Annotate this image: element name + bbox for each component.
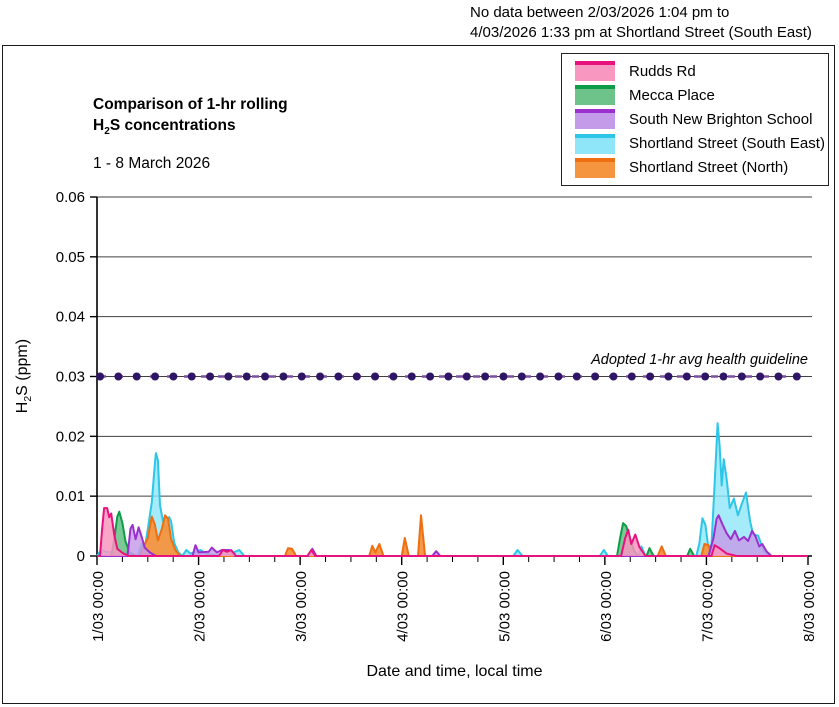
guideline-marker [224,372,233,381]
guideline-marker [719,372,728,381]
legend-label: Rudds Rd [629,62,696,80]
guideline-marker [499,372,508,381]
series-line [97,514,808,557]
y-tick-label: 0.06 [56,189,85,206]
guideline-marker [371,372,380,381]
guideline-marker [664,372,673,381]
guideline-marker [114,372,123,381]
guideline-marker [96,372,105,381]
guideline-marker [627,372,636,381]
guideline-marker [169,372,178,381]
guideline-marker [536,372,545,381]
guideline-marker [462,372,471,381]
guideline-marker [261,372,270,381]
guideline-marker [334,372,343,381]
no-data-note-line2: 4/03/2026 1:33 pm at Shortland Street (S… [470,24,812,41]
legend-label: Shortland Street (North) [629,159,789,177]
guideline-marker [444,372,453,381]
legend-item-shortland-se: Shortland Street (South East) [575,133,828,154]
y-tick-label: 0.01 [56,488,85,505]
guideline-marker [591,372,600,381]
guideline-marker [132,372,141,381]
legend-item-mecca-place: Mecca Place [575,85,828,106]
y-tick-label: 0.02 [56,428,85,445]
chart-subtitle: 1 - 8 March 2026 [93,155,211,173]
x-tick-label: 7/03 00:00 [699,571,716,642]
x-tick-label: 3/03 00:00 [293,571,310,642]
x-tick-label: 6/03 00:00 [598,571,615,642]
south-new-brighton-swatch [575,109,615,130]
guideline-marker [187,372,196,381]
legend-label: Mecca Place [629,86,715,104]
shortland-se-swatch [575,133,615,154]
guideline-marker [316,372,325,381]
guideline-marker [206,372,215,381]
series-area [97,508,808,556]
guideline-marker [609,372,618,381]
x-tick-label: 1/03 00:00 [90,571,107,642]
chart-title: Comparison of 1-hr rolling H2S concentra… [93,94,288,174]
guideline-marker [554,372,563,381]
no-data-note-line1: No data between 2/03/2026 1:04 pm to [470,4,730,21]
legend-label: Shortland Street (South East) [629,135,825,153]
legend-label: South New Brighton School [629,110,813,128]
mecca-place-swatch [575,85,615,106]
guideline-marker [352,372,361,381]
series-line [459,422,808,557]
legend-item-south-new-brighton: South New Brighton School [575,109,828,130]
guideline-marker [151,372,160,381]
legend-item-shortland-north: Shortland Street (North) [575,157,828,178]
x-tick-label: 4/03 00:00 [395,571,412,642]
y-tick-label: 0.03 [56,369,85,386]
guideline-marker [517,372,526,381]
guideline-marker [279,372,288,381]
guideline-marker [792,372,801,381]
y-tick-label: 0.04 [56,309,85,326]
legend-item-rudds-rd: Rudds Rd [575,61,828,82]
legend: Rudds Rd Mecca Place South New Brighton … [561,53,829,186]
rudds-rd-swatch [575,61,615,82]
no-data-note: No data between 2/03/2026 1:04 pm to 4/0… [470,3,812,43]
guideline-marker [297,372,306,381]
guideline-marker [682,372,691,381]
shortland-north-swatch [575,157,615,178]
series-area [97,515,808,556]
guideline-marker [572,372,581,381]
guideline-marker [389,372,398,381]
chart-title-line1: Comparison of 1-hr rolling [93,96,288,113]
guideline-marker [737,372,746,381]
x-tick-label: 8/03 00:00 [801,571,818,642]
x-tick-label: 2/03 00:00 [192,571,209,642]
guideline-marker [701,372,710,381]
guideline-marker [646,372,655,381]
y-tick-label: 0 [77,548,85,565]
guideline-annotation: Adopted 1-hr avg health guideline [591,352,808,368]
guideline-marker [407,372,416,381]
guideline-marker [481,372,490,381]
series-line [97,507,808,557]
guideline-marker [242,372,251,381]
x-axis-title: Date and time, local time [366,663,543,680]
x-tick-label: 5/03 00:00 [496,571,513,642]
chart-title-line2: H2S concentrations [93,117,236,138]
y-tick-label: 0.05 [56,249,85,266]
guideline-marker [774,372,783,381]
guideline-marker [426,372,435,381]
guideline-marker [756,372,765,381]
